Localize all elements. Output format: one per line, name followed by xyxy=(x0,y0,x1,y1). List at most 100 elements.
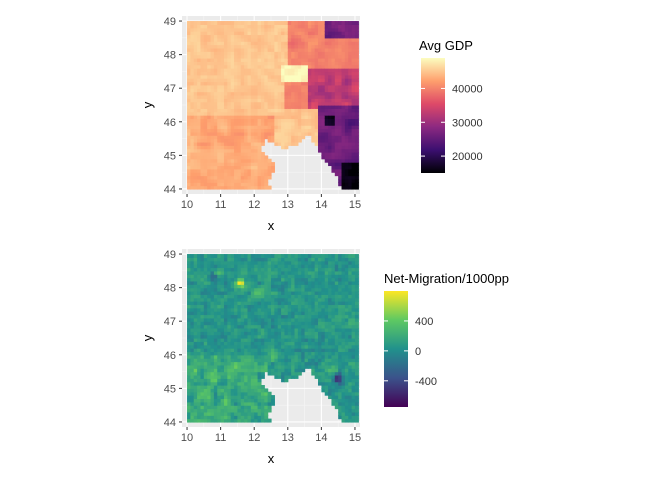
heat-cell xyxy=(264,168,269,173)
heat-cell xyxy=(334,54,339,59)
heat-cell xyxy=(240,47,245,52)
heat-cell xyxy=(190,94,195,99)
heat-cell xyxy=(274,135,279,140)
heat-cell xyxy=(193,118,198,123)
heat-cell xyxy=(210,78,215,83)
heat-cell xyxy=(328,148,333,153)
heat-cell xyxy=(250,47,255,52)
heat-cell xyxy=(348,368,353,373)
heat-cell xyxy=(331,304,336,309)
heat-cell xyxy=(203,284,208,289)
heat-cell xyxy=(247,378,252,383)
heat-cell xyxy=(240,108,245,113)
heat-cell xyxy=(257,165,262,170)
heat-cell xyxy=(244,381,249,386)
heat-cell xyxy=(220,115,225,120)
heat-cell xyxy=(321,118,326,123)
heat-cell xyxy=(264,27,269,32)
heat-cell xyxy=(271,264,275,269)
heat-cell xyxy=(277,91,282,96)
heat-cell xyxy=(207,331,212,336)
heat-cell xyxy=(247,47,252,52)
heat-cell xyxy=(267,168,272,173)
heat-cell xyxy=(267,368,272,373)
heat-cell xyxy=(328,155,333,160)
heat-cell xyxy=(307,294,312,299)
heat-cell xyxy=(237,121,242,126)
heat-cell xyxy=(311,31,316,36)
heat-cell xyxy=(227,331,232,336)
heat-cell xyxy=(203,178,208,183)
heat-cell xyxy=(187,378,191,383)
heat-cell xyxy=(348,91,353,96)
heat-cell xyxy=(318,381,322,386)
heat-cell xyxy=(247,284,252,289)
heat-cell xyxy=(354,88,359,93)
heat-cell xyxy=(240,152,245,156)
heat-cell xyxy=(260,368,265,373)
heat-cell xyxy=(237,418,242,423)
heat-cell xyxy=(244,111,249,116)
heat-cell xyxy=(264,162,269,167)
heat-cell xyxy=(287,31,292,36)
heat-cell xyxy=(281,145,286,150)
heat-cell xyxy=(197,381,202,386)
heat-cell xyxy=(257,61,262,66)
heat-cell xyxy=(207,74,212,79)
heat-cell xyxy=(341,388,346,393)
heat-cell xyxy=(297,44,302,49)
heat-cell xyxy=(193,405,198,410)
heat-cell xyxy=(311,105,316,109)
heat-cell xyxy=(217,385,222,389)
heat-cell xyxy=(210,88,215,93)
heat-cell xyxy=(267,101,272,106)
heat-cell xyxy=(223,374,228,379)
heat-cell xyxy=(301,284,306,289)
heat-cell xyxy=(321,27,326,32)
heat-cell xyxy=(351,270,356,275)
heat-cell xyxy=(354,84,359,89)
heat-cell xyxy=(277,47,282,52)
heat-cell xyxy=(227,21,232,25)
heat-cell xyxy=(203,41,208,46)
heat-cell xyxy=(351,71,356,76)
heat-cell xyxy=(311,37,316,42)
heat-cell xyxy=(338,391,343,396)
heat-cell xyxy=(237,51,242,56)
heat-cell xyxy=(190,24,195,29)
heat-cell xyxy=(271,290,275,295)
heat-cell xyxy=(311,74,316,79)
heat-cell xyxy=(281,277,286,282)
heat-cell xyxy=(227,115,232,120)
heat-cell xyxy=(314,294,319,299)
heat-cell xyxy=(267,354,272,359)
heat-cell xyxy=(210,175,215,180)
legend-tick-label: 40000 xyxy=(452,83,483,95)
heat-cell xyxy=(197,24,202,29)
heat-cell xyxy=(197,301,202,306)
heat-cell xyxy=(244,338,249,342)
heat-cell xyxy=(281,31,286,36)
heat-cell xyxy=(311,297,316,302)
heat-cell xyxy=(318,41,322,46)
heat-cell xyxy=(344,327,349,332)
heat-cell xyxy=(348,321,353,326)
heat-cell xyxy=(230,307,235,312)
heat-cell xyxy=(297,135,302,140)
heat-cell xyxy=(351,354,356,359)
heat-cell xyxy=(348,172,353,177)
heat-cell xyxy=(321,388,326,393)
heat-cell xyxy=(203,168,208,173)
heat-cell xyxy=(314,31,319,36)
heat-cell xyxy=(274,108,279,113)
heat-cell xyxy=(237,158,242,163)
heat-cell xyxy=(354,254,359,258)
heat-cell xyxy=(240,175,245,180)
heat-cell xyxy=(314,290,319,295)
heat-cell xyxy=(348,311,353,316)
heat-cell xyxy=(294,280,299,285)
heat-cell xyxy=(311,334,316,339)
heat-cell xyxy=(334,378,339,383)
heat-cell xyxy=(348,418,353,423)
heat-cell xyxy=(334,354,339,359)
